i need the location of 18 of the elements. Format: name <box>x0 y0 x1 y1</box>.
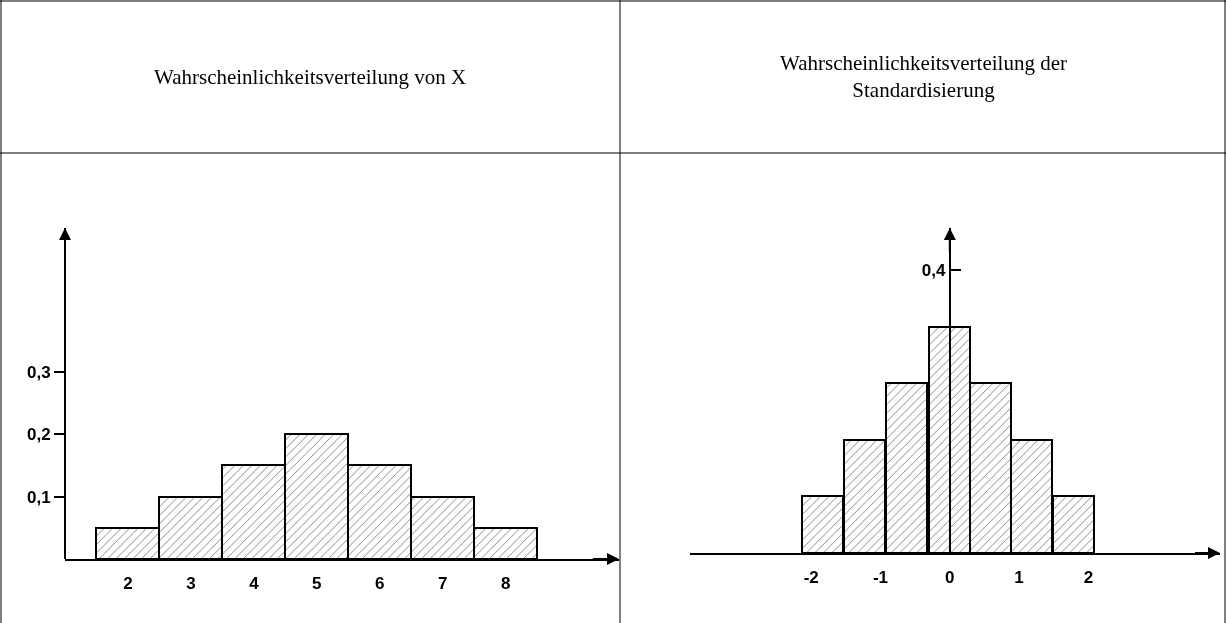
x-tick-label: 1 <box>1014 568 1024 588</box>
x-tick-label: 5 <box>312 574 322 594</box>
x-tick-label: 8 <box>500 574 511 594</box>
x-tick-label: 7 <box>438 574 448 594</box>
chart-title: Wahrscheinlichkeitsverteilung von X <box>154 65 467 89</box>
x-tick-label: 2 <box>123 574 133 594</box>
x-tick-label: 3 <box>186 574 196 594</box>
chart-title: Wahrscheinlichkeitsverteilung der Standardisierung <box>780 51 1067 103</box>
x-tick-label: 2 <box>1083 568 1094 588</box>
x-tick-label: 0 <box>945 568 955 588</box>
x-tick-label: -2 <box>803 568 819 588</box>
y-tick-label: 0,1 <box>26 487 51 507</box>
y-tick-label: 0,3 <box>26 362 51 382</box>
x-tick-label: -1 <box>872 568 889 588</box>
y-tick-label: 0,2 <box>26 425 51 445</box>
x-tick-label: 4 <box>249 574 260 594</box>
x-tick-label: 6 <box>375 574 385 594</box>
y-tick-label: 0,4 <box>921 261 946 281</box>
